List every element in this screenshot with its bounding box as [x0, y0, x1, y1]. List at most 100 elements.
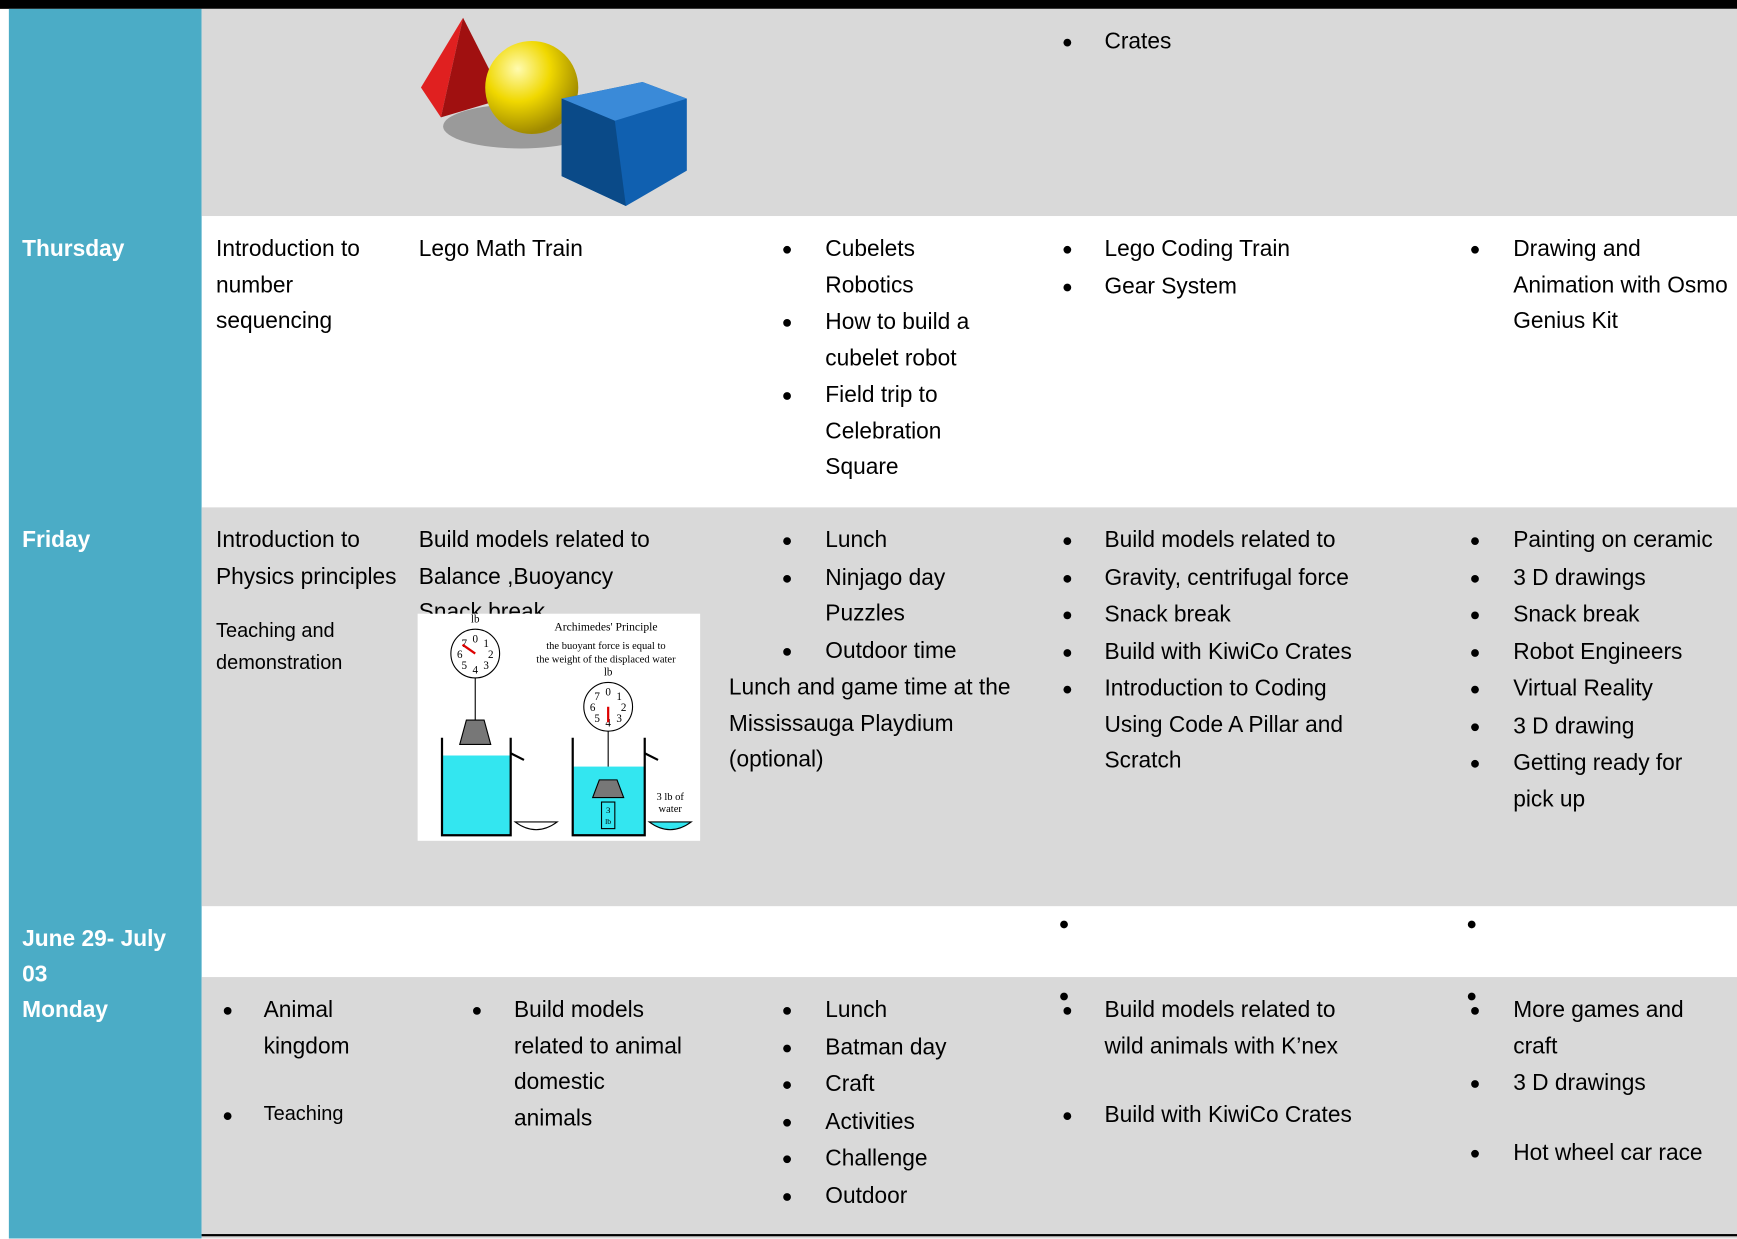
table-cell: Crates	[1041, 9, 1451, 216]
figure-caption: the weight of the displaced water	[536, 654, 676, 665]
bullet-item: Ninjago day Puzzles	[720, 560, 1041, 632]
day-label: Monday	[22, 997, 108, 1023]
dial-number: 2	[621, 702, 627, 714]
table-cell	[202, 906, 408, 977]
bullet-item: Field trip to Celebration Square	[720, 378, 1041, 486]
water-label: water	[659, 804, 683, 815]
figure-title: Archimedes' Principle	[554, 620, 657, 633]
table-row: Animal kingdom Teaching Build models relat…	[201, 977, 1737, 1239]
figure-caption: the buoyant force is equal to	[546, 641, 665, 652]
tank	[571, 737, 646, 837]
table-cell: Build models related to Balance ,Buoyanc…	[408, 507, 720, 906]
right-apparatus	[571, 731, 693, 837]
dial-number: 0	[472, 634, 478, 646]
bullet-item: Teaching	[202, 1098, 408, 1130]
paragraphs: Build models related to Balance ,Buoyanc…	[408, 523, 720, 631]
bullet-list: Hot wheel car race	[1451, 1135, 1737, 1171]
paragraphs: Lego Math Train	[408, 232, 720, 268]
bullet-list: Painting on ceramic 3 D drawings Snack bre…	[1451, 523, 1737, 818]
bullet-item: Build with KiwiCo Crates	[1041, 634, 1451, 670]
bullet-item: Batman day	[720, 1030, 1041, 1066]
bullet-item: Snack break	[1451, 597, 1737, 633]
paragraphs: Introduction to number sequencing	[202, 232, 408, 340]
buoyancy-arrow	[600, 801, 616, 830]
bullet-item: Getting ready for pick up	[1451, 746, 1737, 818]
table-cell: Build models related to wild animals wit…	[1041, 977, 1451, 1238]
dial-number: 6	[590, 702, 596, 714]
bullet-item: Craft	[720, 1067, 1041, 1103]
weight	[459, 719, 492, 745]
table-cell	[1451, 9, 1737, 216]
dial-number: 7	[462, 638, 468, 650]
bullet-item: Outdoor time	[720, 633, 1041, 669]
sphere	[485, 40, 579, 135]
dial-number: 7	[594, 691, 600, 703]
dial-number: 5	[462, 660, 468, 672]
paragraphs: Teaching and demonstration	[202, 615, 408, 679]
table-cell	[1041, 906, 1451, 977]
shapes-image	[420, 17, 687, 207]
bullet-list: Build models related to Gravity, centrifu…	[1041, 523, 1451, 779]
bullet-item: Build with KiwiCo Crates	[1041, 1098, 1451, 1134]
spout	[510, 752, 525, 761]
bullet-item: Lunch	[720, 993, 1041, 1029]
bullet-list: Drawing and Animation with Osmo Genius K…	[1451, 232, 1737, 340]
table-cell: Animal kingdom Teaching	[202, 977, 408, 1238]
dial-number: 6	[457, 649, 463, 661]
table-cell: More games and craft 3 D drawings Hot whee…	[1451, 977, 1737, 1238]
bullet-item: Build models related to	[1041, 523, 1451, 559]
bullet-item: How to build a cubelet robot	[720, 305, 1041, 377]
bullet-item: 3 D drawings	[1451, 1066, 1737, 1102]
day-label: Friday	[22, 527, 91, 553]
bullet-list: Build models related to wild animals wit…	[1041, 993, 1451, 1065]
table-cell	[408, 906, 720, 977]
dial-unit: lb	[471, 614, 480, 626]
bullet-list: More games and craft 3 D drawings	[1451, 993, 1737, 1102]
day-label: Thursday	[22, 235, 125, 262]
paragraph: Lunch and game time at the Mississauga P…	[728, 674, 1011, 773]
dial-number: 1	[616, 691, 622, 703]
bullet-list: Lunch Batman day Craft Activities Challenge O…	[720, 993, 1041, 1215]
bullet-item: Lunch	[720, 523, 1041, 559]
table-cell: Lego Coding Train Gear System	[1041, 216, 1451, 507]
dial-number: 4	[605, 718, 611, 730]
bullet-item: Snack break	[1041, 597, 1451, 633]
table-cell	[202, 9, 408, 216]
table-cell: Build models related to Gravity, centrifu…	[1041, 507, 1451, 906]
tank	[440, 737, 512, 837]
empty-bullet	[1060, 920, 1068, 929]
bullet-list: Cubelets Robotics How to build a cubelet …	[720, 232, 1041, 486]
bullet-item: 3 D drawing	[1451, 708, 1737, 744]
dial-number: 4	[472, 665, 478, 677]
paragraphs: Lunch and game time at the Mississauga P…	[720, 670, 1041, 778]
spout	[644, 752, 659, 761]
table-cell: Drawing and Animation with Osmo Genius K…	[1451, 216, 1737, 507]
bullet-item: Outdoor	[720, 1178, 1041, 1214]
bottom-rule	[201, 1234, 1737, 1237]
weight	[591, 779, 625, 799]
dial-number: 5	[594, 713, 600, 725]
water	[572, 766, 645, 836]
bullet-list: Build models related to animal domestic …	[408, 993, 720, 1137]
bullet-item: Gear System	[1041, 269, 1451, 305]
basin	[647, 821, 693, 831]
bullet-item: Build models related to wild animals wit…	[1041, 993, 1451, 1065]
dial-number: 2	[488, 649, 494, 661]
bullet-item: Painting on ceramic	[1451, 523, 1737, 559]
paragraph: Introduction to number sequencing	[216, 235, 360, 334]
basin	[513, 821, 559, 831]
table-cell: Painting on ceramic 3 D drawings Snack bre…	[1451, 507, 1737, 906]
table-cell: Build models related to animal domestic …	[408, 977, 720, 1238]
pyramid-face	[420, 17, 464, 118]
table-cell: Introduction to Physics principles Teachi…	[202, 507, 408, 906]
dial-unit: lb	[604, 667, 613, 679]
left-apparatus	[440, 677, 559, 837]
table-cell: Introduction to number sequencing	[202, 216, 408, 507]
bullet-list: Teaching	[202, 1098, 408, 1130]
water	[442, 755, 511, 836]
bullet-item: Crates	[1041, 24, 1451, 60]
paragraph: Build models related to Balance ,Buoyanc…	[418, 527, 650, 589]
